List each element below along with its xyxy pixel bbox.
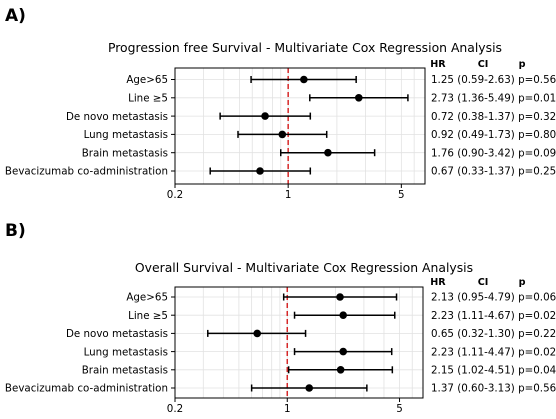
hazard-ratio-point — [324, 148, 332, 157]
panel-label: B) — [5, 221, 26, 241]
row-statistics: 1.25 (0.59-2.63) p=0.56 — [431, 74, 556, 86]
row-statistics: 0.65 (0.32-1.30) p=0.220 — [431, 328, 556, 340]
row-statistics: 2.23 (1.11-4.67) p=0.027 — [431, 310, 556, 322]
row-statistics: 0.72 (0.38-1.37) p=0.32 — [431, 111, 556, 123]
hazard-ratio-point — [300, 75, 308, 84]
category-label: Bevacizumab co-administration — [5, 383, 168, 395]
category-label: Bevacizumab co-administration — [5, 166, 168, 178]
row-statistics: 2.23 (1.11-4.47) p=0.024 — [431, 346, 556, 358]
column-header-p: p — [519, 59, 526, 70]
category-label: Lung metastasis — [84, 346, 168, 358]
category-label: Brain metastasis — [82, 147, 168, 159]
hazard-ratio-point — [253, 329, 262, 338]
x-tick-label: 5 — [396, 403, 403, 415]
category-label: Lung metastasis — [84, 129, 168, 141]
row-statistics: 2.13 (0.95-4.79) p=0.067 — [431, 292, 556, 304]
category-label: De novo metastasis — [66, 111, 168, 123]
column-header-ci: CI — [478, 277, 489, 288]
hazard-ratio-point — [354, 94, 363, 102]
column-header-hr: HR — [430, 277, 446, 288]
category-label: Brain metastasis — [82, 365, 168, 377]
row-statistics: 1.37 (0.60-3.13) p=0.560 — [431, 383, 556, 395]
x-tick-label: 5 — [398, 189, 405, 201]
plot-frame — [174, 286, 424, 399]
chart-title: Overall Survival - Multivariate Cox Regr… — [135, 260, 473, 275]
x-tick-label: 0.2 — [167, 403, 183, 415]
hazard-ratio-point — [278, 130, 287, 139]
hazard-ratio-point — [339, 347, 348, 356]
hazard-ratio-point — [305, 384, 314, 392]
row-statistics: 1.76 (0.90-3.42) p=0.09 — [431, 147, 556, 159]
plot-frame — [174, 67, 426, 185]
panel-a: A) Progression free Survival - Multivaria… — [5, 6, 556, 201]
row-statistics: 2.15 (1.02-4.51) p=0.043 — [431, 365, 556, 377]
hazard-ratio-point — [336, 366, 345, 374]
category-label: Age>65 — [126, 292, 168, 304]
column-header-hr: HR — [430, 59, 446, 70]
hazard-ratio-point — [256, 167, 264, 175]
column-header-p: p — [519, 277, 526, 288]
chart-title: Progression free Survival - Multivariate… — [108, 40, 502, 55]
column-header-ci: CI — [478, 59, 489, 70]
category-label: Line ≥5 — [128, 93, 168, 105]
category-label: De novo metastasis — [66, 328, 168, 340]
x-tick-label: 1 — [285, 189, 292, 201]
hazard-ratio-point — [336, 293, 344, 301]
panel-label: A) — [5, 6, 26, 26]
row-statistics: 0.92 (0.49-1.73) p=0.80 — [431, 129, 556, 141]
hazard-ratio-point — [261, 112, 269, 120]
panel-b: B) Overall Survival - Multivariate Cox Re… — [5, 221, 556, 415]
category-label: Line ≥5 — [128, 310, 168, 322]
row-statistics: 2.73 (1.36-5.49) p=0.01 — [431, 93, 556, 105]
row-statistics: 0.67 (0.33-1.37) p=0.25 — [431, 166, 556, 178]
x-tick-label: 0.2 — [167, 189, 183, 201]
x-tick-label: 1 — [284, 403, 291, 415]
category-label: Age>65 — [126, 74, 168, 86]
hazard-ratio-point — [339, 311, 348, 320]
